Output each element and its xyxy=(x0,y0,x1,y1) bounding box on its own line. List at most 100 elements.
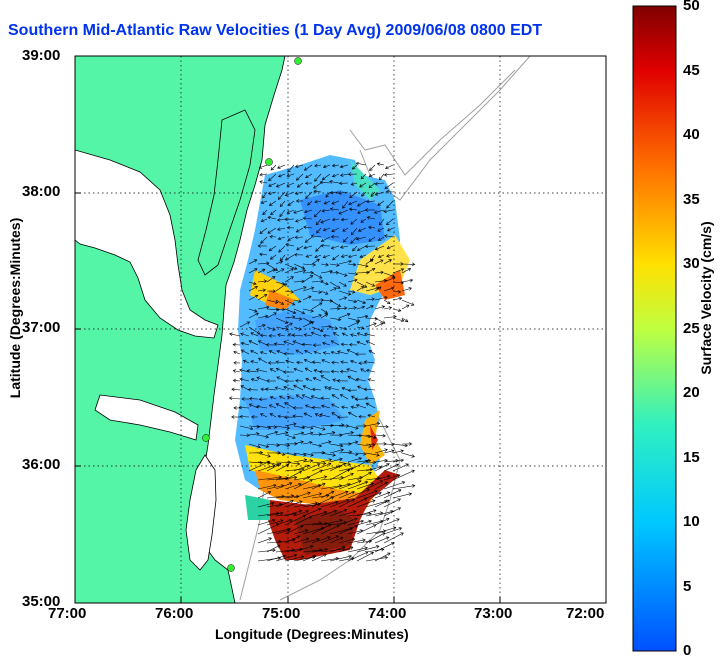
velocity-arrow-icon xyxy=(336,306,341,311)
velocity-arrow-icon xyxy=(280,254,286,261)
velocity-arrow-icon xyxy=(272,268,276,272)
velocity-arrow-icon xyxy=(240,341,245,346)
velocity-arrow-icon xyxy=(304,334,313,337)
velocity-arrow-icon xyxy=(375,191,385,195)
velocity-arrow-icon xyxy=(341,332,346,336)
velocity-arrow-icon xyxy=(256,432,260,436)
velocity-arrow-icon xyxy=(411,454,415,458)
velocity-arrow-icon xyxy=(250,350,259,355)
velocity-arrow-icon xyxy=(284,423,297,427)
velocity-arrow-icon xyxy=(257,519,276,526)
velocity-arrow-icon xyxy=(320,243,324,248)
velocity-arrow-icon xyxy=(383,259,392,265)
velocity-arrow-icon xyxy=(359,184,363,188)
velocity-arrow-icon xyxy=(322,164,327,169)
velocity-arrow-icon xyxy=(363,284,368,288)
velocity-arrow-icon xyxy=(275,495,294,499)
velocity-arrow-icon xyxy=(380,259,384,263)
velocity-arrow-icon xyxy=(311,290,322,293)
velocity-arrow-icon xyxy=(232,369,237,373)
velocity-arrow-icon xyxy=(288,200,295,206)
velocity-arrow-icon xyxy=(279,502,283,507)
velocity-arrow-icon xyxy=(296,173,304,181)
velocity-arrow-icon xyxy=(322,173,331,181)
velocity-arrow-icon xyxy=(339,519,343,523)
velocity-arrow-icon xyxy=(401,287,412,292)
velocity-arrow-icon xyxy=(311,314,322,319)
velocity-arrow-icon xyxy=(348,442,352,446)
velocity-arrow-icon xyxy=(346,468,351,473)
xtick-label: 73:00 xyxy=(474,605,513,622)
colorbar-tick: 35 xyxy=(683,191,700,208)
velocity-arrow-icon xyxy=(361,305,366,310)
velocity-arrow-icon xyxy=(313,182,322,189)
velocity-arrow-icon xyxy=(385,165,389,170)
velocity-arrow-icon xyxy=(278,475,282,480)
velocity-arrow-icon xyxy=(322,255,327,259)
velocity-arrow-icon xyxy=(383,299,391,304)
velocity-arrow-icon xyxy=(331,371,340,373)
velocity-arrow-icon xyxy=(317,502,321,507)
velocity-arrow-icon xyxy=(358,227,367,232)
velocity-arrow-icon xyxy=(310,270,314,275)
colorbar-tick: 50 xyxy=(683,0,700,14)
velocity-arrow-icon xyxy=(337,350,341,354)
velocity-arrow-icon xyxy=(332,378,336,382)
velocity-arrow-icon xyxy=(279,203,284,208)
velocity-arrow-icon xyxy=(383,518,400,526)
velocity-arrow-icon xyxy=(366,402,376,409)
velocity-arrow-icon xyxy=(302,275,313,283)
velocity-arrow-icon xyxy=(351,490,355,495)
velocity-arrow-icon xyxy=(370,191,376,197)
velocity-arrow-icon xyxy=(259,333,264,338)
velocity-arrow-icon xyxy=(296,394,304,400)
velocity-arrow-icon xyxy=(356,247,361,251)
velocity-arrow-icon xyxy=(257,324,266,328)
velocity-arrow-icon xyxy=(350,334,358,337)
velocity-arrow-icon xyxy=(316,229,320,234)
velocity-arrow-icon xyxy=(257,289,266,292)
velocity-arrow-icon xyxy=(377,254,382,258)
velocity-arrow-icon xyxy=(278,249,282,253)
velocity-arrow-icon xyxy=(329,181,340,184)
velocity-arrow-icon xyxy=(357,385,361,389)
velocity-arrow-icon xyxy=(257,262,270,265)
velocity-arrow-icon xyxy=(257,268,266,274)
velocity-arrow-icon xyxy=(378,176,383,181)
velocity-arrow-icon xyxy=(331,227,340,232)
velocity-arrow-icon xyxy=(275,513,297,517)
velocity-arrow-icon xyxy=(386,491,391,495)
velocity-arrow-icon xyxy=(356,404,367,409)
velocity-arrow-icon xyxy=(384,173,394,176)
ytick-label: 37:00 xyxy=(22,319,61,336)
velocity-arrow-icon xyxy=(319,414,331,418)
y-axis-label: Latitude (Degrees:Minutes) xyxy=(7,217,23,399)
velocity-arrow-icon xyxy=(374,542,395,553)
ytick-label: 38:00 xyxy=(22,183,61,200)
velocity-arrow-icon xyxy=(257,523,280,535)
velocity-arrow-icon xyxy=(339,394,344,398)
velocity-arrows xyxy=(228,161,416,562)
velocity-arrow-icon xyxy=(368,184,373,189)
velocity-arrow-icon xyxy=(266,460,271,465)
velocity-arrow-icon xyxy=(338,191,342,195)
velocity-arrow-icon xyxy=(284,290,294,293)
velocity-arrow-icon xyxy=(276,182,286,188)
velocity-arrow-icon xyxy=(259,253,268,256)
velocity-arrow-icon xyxy=(330,340,340,346)
velocity-arrow-icon xyxy=(318,314,322,318)
velocity-arrow-icon xyxy=(298,470,303,474)
velocity-arrow-icon xyxy=(279,200,286,207)
velocity-arrow-icon xyxy=(350,431,354,435)
velocity-arrow-icon xyxy=(286,426,291,430)
velocity-arrow-icon xyxy=(268,182,277,187)
velocity-arrow-icon xyxy=(268,177,272,182)
velocity-arrow-icon xyxy=(273,483,277,488)
velocity-arrow-icon xyxy=(274,267,278,271)
velocity-arrow-icon xyxy=(386,517,390,522)
velocity-arrow-icon xyxy=(320,465,341,472)
velocity-arrow-icon xyxy=(290,499,294,504)
velocity-arrow-icon xyxy=(320,263,329,266)
velocity-arrow-icon xyxy=(259,460,264,465)
velocity-arrow-icon xyxy=(290,268,294,272)
